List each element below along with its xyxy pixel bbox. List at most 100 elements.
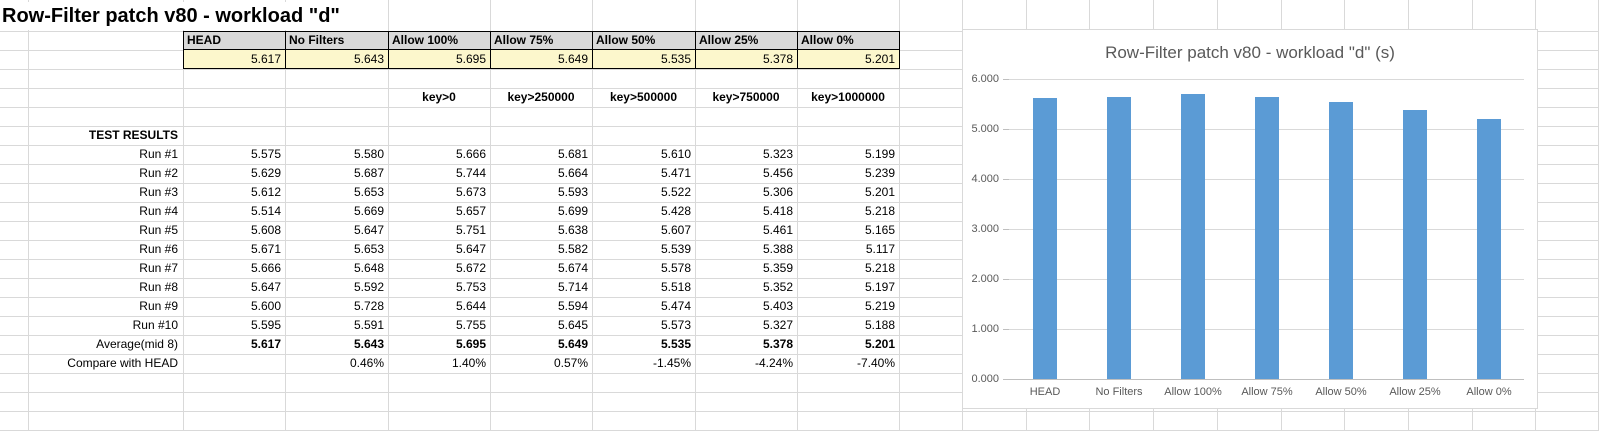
run-value[interactable]: 5.474: [660, 299, 691, 313]
average-value[interactable]: 5.378: [762, 337, 793, 351]
compare-value[interactable]: -4.24%: [754, 356, 793, 370]
run-value[interactable]: 5.461: [762, 223, 793, 237]
compare-value[interactable]: 0.46%: [349, 356, 384, 370]
average-value[interactable]: 5.617: [250, 337, 281, 351]
run-value[interactable]: 5.165: [864, 223, 895, 237]
run-value[interactable]: 5.582: [557, 242, 588, 256]
run-label[interactable]: Run #2: [139, 166, 178, 180]
run-value[interactable]: 5.456: [762, 166, 793, 180]
sheet-title-cell[interactable]: Row-Filter patch v80 - workload "d": [2, 2, 348, 30]
run-value[interactable]: 5.219: [864, 299, 895, 313]
bar[interactable]: [1033, 98, 1057, 379]
run-value[interactable]: 5.612: [250, 185, 281, 199]
run-value[interactable]: 5.539: [660, 242, 691, 256]
value-cell[interactable]: [695, 126, 797, 145]
run-value[interactable]: 5.522: [660, 185, 691, 199]
run-value[interactable]: 5.653: [353, 242, 384, 256]
header-cell[interactable]: HEAD: [184, 32, 286, 50]
run-value[interactable]: 5.648: [353, 261, 384, 275]
run-label[interactable]: Run #7: [139, 261, 178, 275]
run-value[interactable]: 5.638: [557, 223, 588, 237]
bar[interactable]: [1329, 102, 1353, 379]
run-value[interactable]: 5.669: [353, 204, 384, 218]
value-cell[interactable]: [592, 126, 695, 145]
run-label[interactable]: Run #4: [139, 204, 178, 218]
section-label[interactable]: TEST RESULTS: [88, 128, 178, 142]
run-value[interactable]: 5.201: [864, 185, 895, 199]
run-value[interactable]: 5.647: [353, 223, 384, 237]
value-cell[interactable]: [797, 126, 899, 145]
run-label[interactable]: Run #3: [139, 185, 178, 199]
value-cell[interactable]: [285, 126, 388, 145]
value-cell[interactable]: [388, 126, 490, 145]
run-label[interactable]: Run #5: [139, 223, 178, 237]
summary-cell[interactable]: 5.535: [593, 50, 696, 69]
run-value[interactable]: 5.687: [353, 166, 384, 180]
run-value[interactable]: 5.629: [250, 166, 281, 180]
run-value[interactable]: 5.197: [864, 280, 895, 294]
run-value[interactable]: 5.518: [660, 280, 691, 294]
summary-cell[interactable]: 5.378: [696, 50, 798, 69]
run-value[interactable]: 5.595: [250, 318, 281, 332]
run-label[interactable]: Run #9: [139, 299, 178, 313]
run-value[interactable]: 5.580: [353, 147, 384, 161]
run-value[interactable]: 5.681: [557, 147, 588, 161]
run-value[interactable]: 5.218: [864, 204, 895, 218]
run-label[interactable]: Run #1: [139, 147, 178, 161]
bar[interactable]: [1107, 96, 1131, 379]
run-value[interactable]: 5.352: [762, 280, 793, 294]
summary-cell[interactable]: 5.649: [491, 50, 593, 69]
run-value[interactable]: 5.644: [455, 299, 486, 313]
compare-value[interactable]: -1.45%: [652, 356, 691, 370]
compare-value[interactable]: 0.57%: [553, 356, 588, 370]
run-value[interactable]: 5.239: [864, 166, 895, 180]
header-cell[interactable]: Allow 0%: [798, 32, 900, 50]
run-value[interactable]: 5.753: [455, 280, 486, 294]
run-value[interactable]: 5.514: [250, 204, 281, 218]
header-cell[interactable]: Allow 100%: [389, 32, 491, 50]
run-value[interactable]: 5.699: [557, 204, 588, 218]
bar[interactable]: [1477, 118, 1501, 379]
run-value[interactable]: 5.575: [250, 147, 281, 161]
compare-value[interactable]: -7.40%: [856, 356, 895, 370]
run-value[interactable]: 5.608: [250, 223, 281, 237]
bar[interactable]: [1403, 110, 1427, 379]
run-label[interactable]: Run #6: [139, 242, 178, 256]
average-value[interactable]: 5.643: [353, 337, 384, 351]
run-value[interactable]: 5.653: [353, 185, 384, 199]
run-value[interactable]: 5.199: [864, 147, 895, 161]
header-cell[interactable]: Allow 50%: [593, 32, 696, 50]
summary-cell[interactable]: 5.201: [798, 50, 900, 69]
run-value[interactable]: 5.671: [250, 242, 281, 256]
run-value[interactable]: 5.666: [455, 147, 486, 161]
header-cell[interactable]: Allow 75%: [491, 32, 593, 50]
run-value[interactable]: 5.647: [250, 280, 281, 294]
run-value[interactable]: 5.744: [455, 166, 486, 180]
key-label[interactable]: key>0: [422, 90, 456, 104]
run-value[interactable]: 5.610: [660, 147, 691, 161]
average-label[interactable]: Average(mid 8): [96, 337, 178, 351]
run-value[interactable]: 5.594: [557, 299, 588, 313]
average-value[interactable]: 5.535: [660, 337, 691, 351]
compare-value[interactable]: [183, 354, 285, 373]
run-value[interactable]: 5.578: [660, 261, 691, 275]
average-value[interactable]: 5.649: [557, 337, 588, 351]
run-label[interactable]: Run #10: [132, 318, 178, 332]
run-value[interactable]: 5.672: [455, 261, 486, 275]
key-label[interactable]: key>1000000: [811, 90, 885, 104]
run-value[interactable]: 5.471: [660, 166, 691, 180]
run-value[interactable]: 5.714: [557, 280, 588, 294]
run-value[interactable]: 5.592: [353, 280, 384, 294]
key-label[interactable]: key>500000: [609, 90, 678, 104]
compare-value[interactable]: 1.40%: [451, 356, 486, 370]
run-value[interactable]: 5.306: [762, 185, 793, 199]
summary-cell[interactable]: 5.695: [389, 50, 491, 69]
run-value[interactable]: 5.664: [557, 166, 588, 180]
value-cell[interactable]: [183, 126, 285, 145]
run-label[interactable]: Run #8: [139, 280, 178, 294]
header-cell[interactable]: Allow 25%: [696, 32, 798, 50]
average-value[interactable]: 5.201: [864, 337, 895, 351]
run-value[interactable]: 5.674: [557, 261, 588, 275]
header-cell[interactable]: No Filters: [286, 32, 389, 50]
run-value[interactable]: 5.755: [455, 318, 486, 332]
